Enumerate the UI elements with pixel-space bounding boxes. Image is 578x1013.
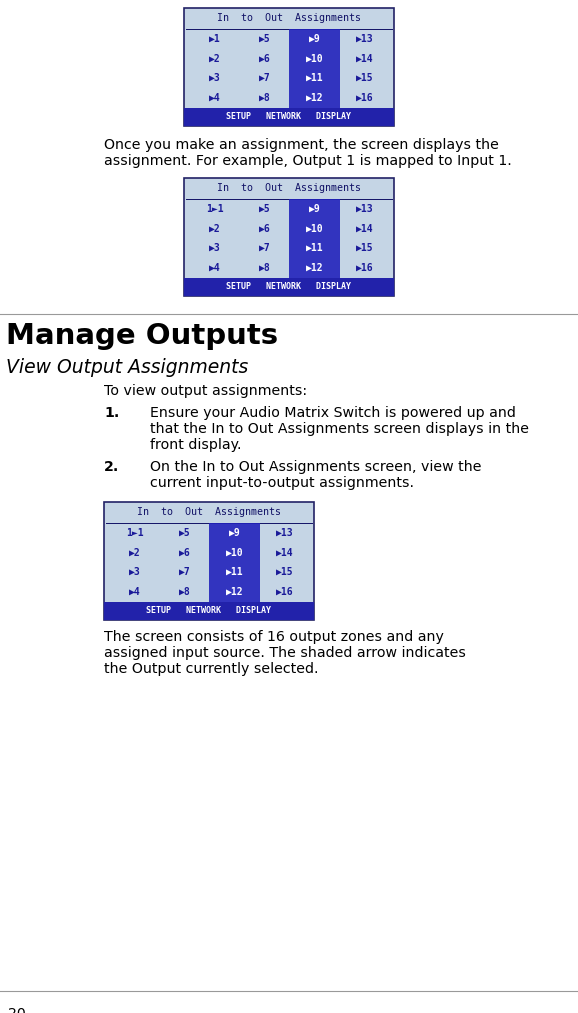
Text: 20: 20	[8, 1007, 26, 1013]
Text: front display.: front display.	[150, 438, 242, 452]
Text: ▶2: ▶2	[209, 223, 221, 233]
Bar	[104, 502, 314, 620]
Text: ▶15: ▶15	[356, 243, 374, 253]
Text: Once you make an assignment, the screen displays the: Once you make an assignment, the screen …	[104, 138, 499, 152]
Text: ▶4: ▶4	[209, 93, 221, 103]
Text: ▶1: ▶1	[209, 33, 221, 44]
Text: ▶3: ▶3	[209, 73, 221, 83]
Text: 1►1: 1►1	[126, 528, 144, 538]
Text: ▶9: ▶9	[229, 528, 241, 538]
Text: ▶4: ▶4	[209, 262, 221, 272]
Text: 1.: 1.	[104, 406, 120, 420]
Text: ▶16: ▶16	[356, 262, 374, 272]
Text: ▶5: ▶5	[259, 204, 271, 214]
Text: On the In to Out Assignments screen, view the: On the In to Out Assignments screen, vie…	[150, 460, 481, 474]
Text: the Output currently selected.: the Output currently selected.	[104, 663, 318, 676]
Text: ▶5: ▶5	[179, 528, 191, 538]
Text: ▶13: ▶13	[276, 528, 294, 538]
Text: ▶12: ▶12	[306, 93, 324, 103]
Text: assignment. For example, Output 1 is mapped to Input 1.: assignment. For example, Output 1 is map…	[104, 154, 512, 168]
Text: View Output Assignments: View Output Assignments	[6, 358, 248, 377]
Text: ▶9: ▶9	[309, 204, 321, 214]
Text: Ensure your Audio Matrix Switch is powered up and: Ensure your Audio Matrix Switch is power…	[150, 406, 516, 420]
Text: ▶6: ▶6	[259, 223, 271, 233]
Text: that the In to Out Assignments screen displays in the: that the In to Out Assignments screen di…	[150, 422, 529, 436]
Text: ▶7: ▶7	[259, 73, 271, 83]
Text: ▶2: ▶2	[209, 54, 221, 63]
Bar	[184, 107, 394, 126]
Text: ▶13: ▶13	[356, 33, 374, 44]
Text: current input-to-output assignments.: current input-to-output assignments.	[150, 476, 414, 490]
Bar	[184, 278, 394, 296]
Text: The screen consists of 16 output zones and any: The screen consists of 16 output zones a…	[104, 630, 444, 644]
Text: ▶13: ▶13	[356, 204, 374, 214]
Text: ▶7: ▶7	[259, 243, 271, 253]
Text: In  to  Out  Assignments: In to Out Assignments	[137, 508, 281, 518]
Text: ▶8: ▶8	[179, 587, 191, 597]
Text: ▶2: ▶2	[129, 547, 141, 557]
Bar	[209, 523, 260, 602]
Text: In  to  Out  Assignments: In to Out Assignments	[217, 183, 361, 193]
Text: To view output assignments:: To view output assignments:	[104, 384, 307, 398]
Text: ▶10: ▶10	[306, 54, 324, 63]
Text: SETUP   NETWORK   DISPLAY: SETUP NETWORK DISPLAY	[227, 112, 351, 122]
Text: ▶16: ▶16	[356, 93, 374, 103]
Bar	[289, 28, 340, 107]
Text: ▶10: ▶10	[306, 223, 324, 233]
Text: ▶11: ▶11	[306, 243, 324, 253]
Text: ▶8: ▶8	[259, 262, 271, 272]
Text: ▶14: ▶14	[356, 54, 374, 63]
Text: ▶15: ▶15	[356, 73, 374, 83]
Text: ▶11: ▶11	[306, 73, 324, 83]
Bar	[104, 602, 314, 620]
Text: ▶14: ▶14	[356, 223, 374, 233]
Bar	[289, 199, 340, 278]
Text: ▶6: ▶6	[259, 54, 271, 63]
Text: ▶5: ▶5	[259, 33, 271, 44]
Bar	[184, 8, 394, 126]
Text: ▶3: ▶3	[209, 243, 221, 253]
Text: ▶10: ▶10	[226, 547, 244, 557]
Text: ▶3: ▶3	[129, 567, 141, 577]
Text: ▶12: ▶12	[226, 587, 244, 597]
Text: ▶12: ▶12	[306, 262, 324, 272]
Text: 2.: 2.	[104, 460, 120, 474]
Text: ▶8: ▶8	[259, 93, 271, 103]
Text: ▶14: ▶14	[276, 547, 294, 557]
Text: SETUP   NETWORK   DISPLAY: SETUP NETWORK DISPLAY	[146, 607, 272, 615]
Text: assigned input source. The shaded arrow indicates: assigned input source. The shaded arrow …	[104, 646, 466, 660]
Text: ▶4: ▶4	[129, 587, 141, 597]
Text: Manage Outputs: Manage Outputs	[6, 322, 278, 350]
Text: ▶6: ▶6	[179, 547, 191, 557]
Text: ▶11: ▶11	[226, 567, 244, 577]
Text: ▶16: ▶16	[276, 587, 294, 597]
Text: In  to  Out  Assignments: In to Out Assignments	[217, 13, 361, 23]
Text: SETUP   NETWORK   DISPLAY: SETUP NETWORK DISPLAY	[227, 283, 351, 292]
Text: 1►1: 1►1	[206, 204, 224, 214]
Text: ▶15: ▶15	[276, 567, 294, 577]
Text: ▶7: ▶7	[179, 567, 191, 577]
Bar	[184, 178, 394, 296]
Text: ▶9: ▶9	[309, 33, 321, 44]
